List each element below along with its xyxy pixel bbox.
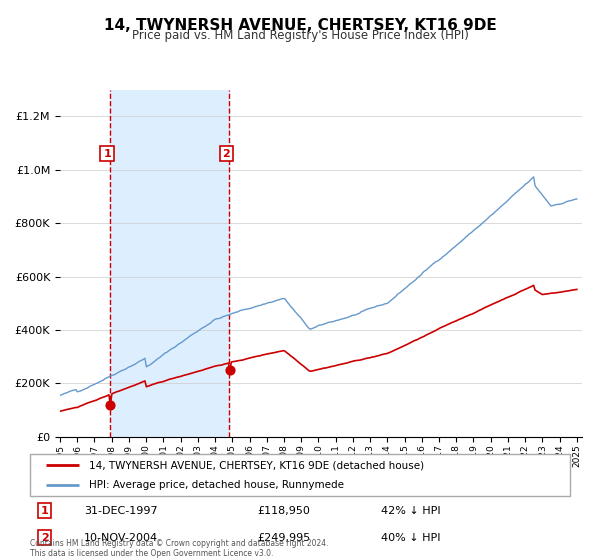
Text: 1: 1	[41, 506, 49, 516]
FancyBboxPatch shape	[30, 454, 570, 496]
Text: 42% ↓ HPI: 42% ↓ HPI	[381, 506, 440, 516]
Text: Price paid vs. HM Land Registry's House Price Index (HPI): Price paid vs. HM Land Registry's House …	[131, 29, 469, 42]
Text: 14, TWYNERSH AVENUE, CHERTSEY, KT16 9DE (detached house): 14, TWYNERSH AVENUE, CHERTSEY, KT16 9DE …	[89, 460, 425, 470]
Text: Contains HM Land Registry data © Crown copyright and database right 2024.
This d: Contains HM Land Registry data © Crown c…	[30, 539, 329, 558]
Point	[225, 366, 235, 375]
Text: 31-DEC-1997: 31-DEC-1997	[84, 506, 158, 516]
Bar	[110, 90, 229, 437]
Text: 40% ↓ HPI: 40% ↓ HPI	[381, 533, 440, 543]
Text: 10-NOV-2004: 10-NOV-2004	[84, 533, 158, 543]
Point	[106, 400, 115, 409]
Text: 2: 2	[223, 149, 230, 158]
Text: 2: 2	[41, 533, 49, 543]
Text: £249,995: £249,995	[257, 533, 310, 543]
Text: £118,950: £118,950	[257, 506, 310, 516]
Text: HPI: Average price, detached house, Runnymede: HPI: Average price, detached house, Runn…	[89, 480, 344, 490]
Text: 14, TWYNERSH AVENUE, CHERTSEY, KT16 9DE: 14, TWYNERSH AVENUE, CHERTSEY, KT16 9DE	[104, 18, 496, 33]
Text: 1: 1	[103, 149, 111, 158]
